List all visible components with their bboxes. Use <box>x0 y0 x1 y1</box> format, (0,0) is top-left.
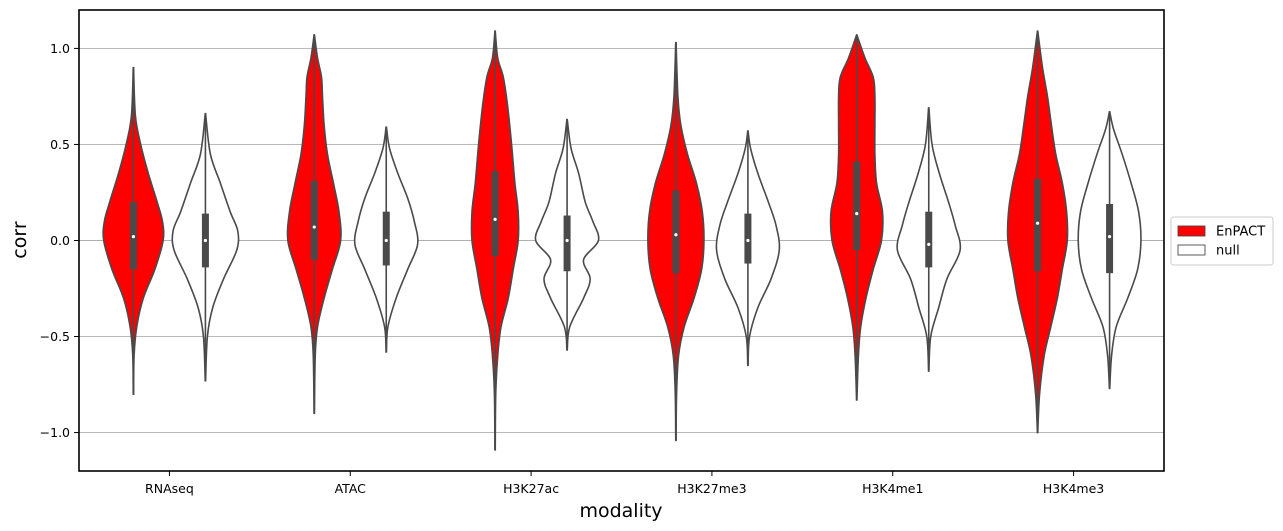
iqr-box <box>925 211 933 268</box>
y-axis-title: corr <box>9 221 31 259</box>
median-marker <box>131 235 136 239</box>
y-axis-ticks: 1.0 0.5 0.0 −0.5 −1.0 <box>40 41 79 440</box>
iqr-box <box>563 215 571 272</box>
median-marker <box>203 238 208 243</box>
y-tick-label: −0.5 <box>40 329 70 344</box>
median-marker <box>1035 221 1040 225</box>
median-marker <box>312 225 316 229</box>
violin-null-h3k27ac <box>534 118 600 351</box>
iqr-box <box>744 213 752 264</box>
y-tick-label: 0.0 <box>50 233 70 248</box>
iqr-box <box>310 180 318 260</box>
y-tick-label: −1.0 <box>40 425 70 440</box>
violin-null-atac <box>353 126 419 353</box>
violin-null-h3k27me3 <box>715 130 781 367</box>
iqr-box <box>1106 204 1114 274</box>
violin-null-rnaseq <box>171 112 240 382</box>
median-marker <box>855 212 859 216</box>
violin-enpact-h3k27me3 <box>647 41 705 442</box>
iqr-box <box>382 211 390 266</box>
x-tick-label: H3K27ac <box>503 481 559 496</box>
median-marker <box>384 238 388 243</box>
violin-enpact-h3k27ac <box>470 30 520 451</box>
median-marker <box>927 242 931 246</box>
iqr-box <box>853 161 861 251</box>
iqr-box <box>1034 179 1042 272</box>
legend-swatch-null <box>1177 244 1206 256</box>
median-marker <box>1107 235 1112 239</box>
legend-label-null: null <box>1216 244 1240 259</box>
x-axis-title: modality <box>579 500 662 522</box>
violin-enpact-atac <box>286 34 342 415</box>
x-tick-label: H3K4me3 <box>1043 481 1104 496</box>
violin-null-h3k4me1 <box>896 107 962 372</box>
iqr-box <box>672 190 680 274</box>
violin-null-h3k4me3 <box>1077 111 1142 390</box>
median-marker <box>674 233 678 237</box>
violin-enpact-h3k4me3 <box>1006 30 1069 434</box>
grid-lines <box>79 47 1164 434</box>
median-marker <box>493 217 497 221</box>
median-marker <box>746 238 750 243</box>
x-tick-label: ATAC <box>335 481 367 496</box>
legend: EnPACT null <box>1170 216 1274 266</box>
legend-swatch-enpact <box>1177 225 1206 237</box>
x-axis-ticks: RNAseq ATAC H3K27ac H3K27me3 H3K4me1 H3K4me3 <box>145 471 1104 496</box>
violin-enpact-h3k4me1 <box>829 34 884 401</box>
iqr-box <box>491 171 499 256</box>
y-tick-label: 1.0 <box>50 41 70 56</box>
x-tick-label: H3K4me1 <box>862 481 923 496</box>
x-tick-label: RNAseq <box>145 481 194 496</box>
legend-label-enpact: EnPACT <box>1216 225 1265 240</box>
y-tick-label: 0.5 <box>50 137 70 152</box>
violins <box>102 30 1142 451</box>
median-marker <box>565 238 569 243</box>
violin-enpact-rnaseq <box>102 66 165 395</box>
x-tick-label: H3K27me3 <box>677 481 746 496</box>
